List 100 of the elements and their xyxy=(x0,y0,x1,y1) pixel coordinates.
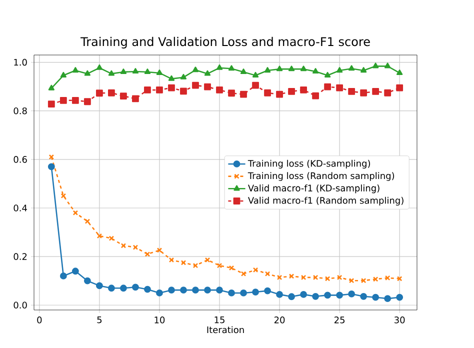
point xyxy=(300,274,306,280)
point xyxy=(264,271,270,276)
point xyxy=(336,274,342,280)
point xyxy=(360,67,367,73)
point xyxy=(132,95,139,102)
point xyxy=(168,84,175,92)
point xyxy=(96,64,103,70)
point xyxy=(132,284,139,291)
point xyxy=(324,72,331,78)
point xyxy=(120,68,127,74)
point xyxy=(60,193,66,198)
point xyxy=(168,75,175,81)
point xyxy=(156,290,163,296)
point xyxy=(144,252,150,257)
point xyxy=(276,66,283,72)
point xyxy=(264,287,271,294)
x-tick-label: 20 xyxy=(274,316,285,324)
point xyxy=(252,72,259,78)
legend-label: Valid macro-f1 (KD-sampling) xyxy=(248,184,380,194)
point xyxy=(84,218,90,224)
legend-label: Training loss (Random sampling) xyxy=(248,172,394,181)
point xyxy=(132,244,138,250)
point xyxy=(192,262,198,268)
point xyxy=(204,257,210,263)
point xyxy=(192,82,199,89)
chart-title: Training and Validation Loss and macro-F1 score xyxy=(80,36,370,48)
point xyxy=(288,293,295,300)
point xyxy=(228,265,234,271)
x-tick-label: 30 xyxy=(394,316,405,324)
point xyxy=(312,292,319,300)
point xyxy=(252,288,259,296)
legend-label: Valid macro-f1 (Random sampling) xyxy=(248,196,404,206)
point xyxy=(372,62,379,68)
point xyxy=(108,89,115,96)
point xyxy=(60,72,66,78)
point xyxy=(324,292,331,299)
point xyxy=(348,290,356,298)
point xyxy=(288,274,294,279)
point xyxy=(108,236,114,241)
point xyxy=(384,275,390,281)
point xyxy=(300,66,307,72)
point xyxy=(192,66,199,72)
x-axis-title: Iteration xyxy=(207,326,244,334)
point xyxy=(360,292,368,300)
point xyxy=(168,257,174,263)
point xyxy=(240,90,247,98)
point xyxy=(240,290,247,296)
point xyxy=(240,271,246,276)
point xyxy=(72,67,78,73)
point xyxy=(336,67,343,73)
point xyxy=(348,88,356,95)
point xyxy=(252,82,259,89)
point xyxy=(216,286,223,294)
point xyxy=(300,290,307,298)
point xyxy=(384,62,391,68)
point xyxy=(216,262,222,268)
x-tick-label: 5 xyxy=(97,316,102,324)
point xyxy=(156,248,162,253)
point xyxy=(348,65,355,71)
point xyxy=(396,276,402,282)
point xyxy=(168,286,175,294)
point xyxy=(228,90,235,97)
point xyxy=(120,92,127,100)
point xyxy=(216,86,223,94)
point xyxy=(132,68,139,74)
point xyxy=(348,278,354,284)
point xyxy=(144,86,151,94)
point xyxy=(336,84,344,92)
point xyxy=(228,290,235,296)
point xyxy=(324,276,330,282)
point xyxy=(216,64,223,70)
legend-label: Training loss (KD-sampling) xyxy=(248,160,370,169)
point xyxy=(180,260,186,266)
y-tick-label: 0.0 xyxy=(14,302,27,309)
point xyxy=(264,89,271,96)
point xyxy=(60,96,67,104)
point xyxy=(312,274,318,280)
y-tick-label: 0.2 xyxy=(14,253,27,260)
point xyxy=(48,84,54,90)
x-tick-label: 25 xyxy=(334,316,344,324)
point xyxy=(120,243,126,248)
point xyxy=(72,210,78,216)
point xyxy=(396,84,404,92)
point xyxy=(120,284,127,292)
point xyxy=(180,74,187,80)
point xyxy=(264,67,271,73)
y-tick-label: 0.4 xyxy=(14,204,27,212)
point xyxy=(204,70,211,76)
y-tick-label: 1.0 xyxy=(14,58,27,66)
point xyxy=(84,70,91,76)
x-tick-label: 15 xyxy=(214,316,224,324)
point xyxy=(360,278,366,284)
point xyxy=(312,68,319,74)
x-tick-label: 10 xyxy=(154,316,165,324)
point xyxy=(360,89,368,96)
point xyxy=(84,98,91,106)
point xyxy=(48,163,55,170)
point xyxy=(108,284,115,292)
point xyxy=(144,68,151,74)
point xyxy=(396,294,404,301)
